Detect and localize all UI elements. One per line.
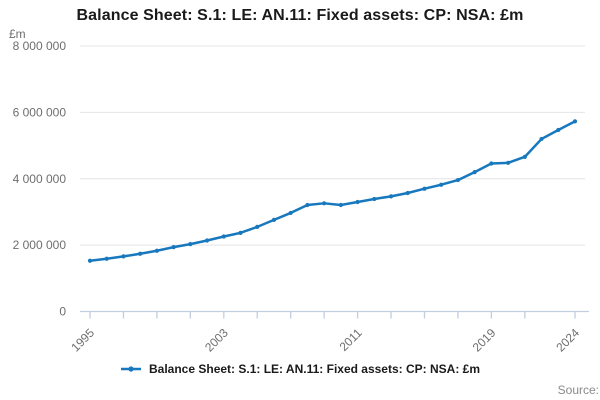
data-point-2013 (388, 194, 394, 199)
data-point-2009 (322, 201, 327, 206)
x-tick-label: 2024 (553, 325, 582, 354)
x-tick-label: 2011 (337, 325, 365, 353)
chart-canvas: 0 2 000 000 4 000 000 6 000 000 8 000 000 199… (13, 39, 589, 355)
data-point-1997 (121, 254, 126, 259)
data-point-2007 (288, 210, 293, 216)
y-axis-unit-label: £m (9, 27, 26, 41)
data-point-1995 (87, 258, 93, 263)
legend-label: Balance Sheet: S.1: LE: AN.11: Fixed ass… (149, 362, 480, 376)
data-point-1996 (104, 256, 109, 261)
data-point-2000 (171, 245, 176, 250)
data-point-2019 (489, 161, 494, 166)
data-point-2015 (422, 186, 427, 191)
data-point-2017 (455, 177, 461, 183)
data-point-2010 (338, 202, 343, 208)
data-point-2005 (255, 224, 260, 229)
data-point-1999 (154, 248, 159, 253)
data-point-2023 (556, 127, 561, 133)
data-point-2004 (238, 230, 243, 235)
y-tick-label: 4 000 000 (13, 172, 67, 186)
data-point-2022 (539, 136, 544, 142)
data-point-2020 (506, 160, 511, 165)
data-point-2002 (204, 238, 210, 243)
data-point-2008 (305, 202, 310, 208)
data-point-2024 (572, 119, 578, 124)
chart-title: Balance Sheet: S.1: LE: AN.11: Fixed ass… (76, 7, 524, 24)
data-point-1998 (138, 251, 143, 256)
data-point-2003 (221, 234, 226, 239)
source-attribution: Source: (557, 383, 599, 397)
legend: Balance Sheet: S.1: LE: AN.11: Fixed ass… (0, 362, 600, 376)
data-point-2012 (372, 196, 377, 202)
y-tick-label: 8 000 000 (13, 39, 67, 53)
x-tick-label: 1995 (68, 325, 97, 354)
data-line (88, 120, 577, 262)
x-tick-label: 2003 (202, 325, 231, 354)
data-point-2016 (439, 182, 444, 187)
data-point-2001 (188, 242, 193, 247)
data-point-2011 (355, 199, 360, 205)
y-tick-label: 6 000 000 (13, 105, 67, 119)
data-point-2014 (405, 190, 410, 196)
legend-line-icon (121, 366, 141, 372)
y-tick-label: 2 000 000 (13, 238, 67, 252)
y-tick-label: 0 (59, 305, 66, 319)
data-point-2006 (271, 217, 277, 223)
x-tick-label: 2019 (470, 325, 499, 354)
data-point-2018 (472, 170, 477, 175)
data-point-2021 (522, 154, 527, 159)
